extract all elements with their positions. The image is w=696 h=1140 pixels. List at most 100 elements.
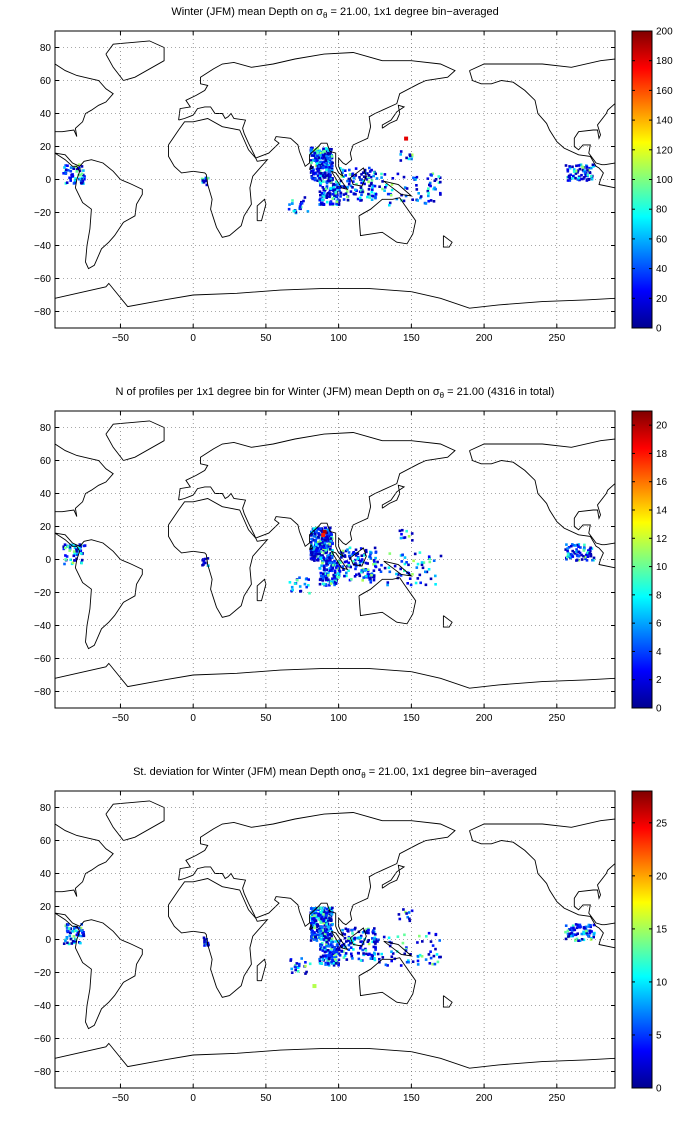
data-bin (294, 582, 297, 585)
coastline (178, 812, 456, 938)
data-bin (427, 191, 430, 195)
x-tick-label: 150 (403, 1093, 420, 1104)
y-tick-label: −80 (34, 1067, 51, 1078)
data-bin (79, 544, 82, 548)
data-bin (65, 929, 69, 932)
data-bin (407, 960, 410, 964)
data-bin (330, 913, 334, 916)
data-bin (325, 162, 329, 166)
data-bin (566, 555, 569, 559)
data-bin (75, 170, 79, 173)
coastline (331, 930, 349, 951)
data-bin (380, 563, 383, 567)
data-bin (326, 544, 329, 548)
data-bin (319, 929, 322, 932)
data-bin (327, 546, 330, 549)
y-tick-label: 40 (40, 109, 52, 120)
colorbar-tick-label: 14 (656, 506, 668, 517)
data-bin (327, 561, 330, 565)
data-bin (316, 179, 319, 182)
data-bin (337, 576, 340, 579)
data-bin (347, 937, 350, 940)
data-bin (367, 576, 370, 579)
data-bin (322, 565, 326, 568)
data-bin (373, 936, 377, 940)
colorbar-tick-label: 25 (656, 818, 668, 829)
data-bin (327, 936, 330, 939)
data-bin (345, 940, 348, 943)
data-bin (369, 175, 373, 179)
data-bin (433, 179, 437, 182)
data-bin (574, 172, 578, 175)
data-bin (318, 176, 322, 180)
data-bin (314, 910, 318, 914)
data-bin (418, 551, 422, 554)
data-bin (386, 192, 390, 196)
data-bin (371, 186, 374, 189)
data-bin (571, 177, 574, 180)
data-bin (373, 953, 376, 956)
data-bin (348, 554, 352, 558)
data-bin (331, 577, 334, 580)
coastline (54, 662, 616, 709)
x-tick-label: 150 (403, 713, 420, 724)
data-bin (313, 918, 316, 922)
data-bin (586, 553, 589, 557)
data-bin (367, 931, 370, 935)
data-bin (319, 577, 322, 581)
data-bin (368, 166, 371, 170)
data-bin (374, 172, 377, 176)
data-bin (324, 930, 328, 934)
data-bin (312, 168, 315, 172)
data-bin (410, 909, 414, 913)
data-bin (316, 546, 319, 550)
data-bin (328, 559, 332, 563)
data-bin (78, 177, 82, 181)
data-bin (309, 159, 313, 162)
data-bin (325, 557, 328, 561)
data-bin (79, 173, 82, 177)
data-bin (578, 939, 582, 942)
data-bin (316, 147, 319, 150)
coastlines (54, 800, 616, 1089)
data-bin (331, 161, 334, 165)
colorbar-tick-label: 40 (656, 264, 668, 275)
data-bin (309, 166, 313, 169)
data-bin (321, 575, 325, 578)
data-bin (308, 962, 312, 966)
coastline (331, 170, 349, 191)
data-bin (312, 917, 315, 920)
data-bin (323, 189, 327, 192)
data-bin (386, 583, 389, 587)
data-bin (577, 543, 581, 546)
data-bin (74, 559, 77, 562)
data-bin (300, 957, 303, 960)
data-bin (65, 181, 69, 184)
data-bin (368, 555, 372, 558)
data-bin (302, 199, 305, 203)
data-bin (328, 957, 331, 960)
data-bin (331, 940, 335, 944)
data-bin (70, 942, 74, 945)
data-bin (66, 164, 69, 167)
data-bin (327, 158, 330, 162)
data-bin (305, 970, 308, 974)
data-bin (319, 547, 323, 551)
data-bin (68, 546, 72, 549)
data-bin (322, 921, 325, 925)
data-bin (321, 949, 325, 952)
data-bin (352, 180, 355, 183)
data-bin (313, 914, 316, 917)
data-bin (287, 207, 291, 211)
data-bin (343, 933, 347, 936)
data-bin (564, 164, 568, 167)
data-bin (310, 533, 314, 536)
data-bin (310, 154, 314, 157)
data-bin (304, 961, 307, 964)
data-bin (374, 196, 377, 200)
data-bin (65, 936, 69, 940)
data-bin (329, 173, 332, 177)
data-bin (339, 195, 342, 198)
data-bin (415, 566, 419, 569)
x-tick-label: 250 (548, 1093, 565, 1104)
